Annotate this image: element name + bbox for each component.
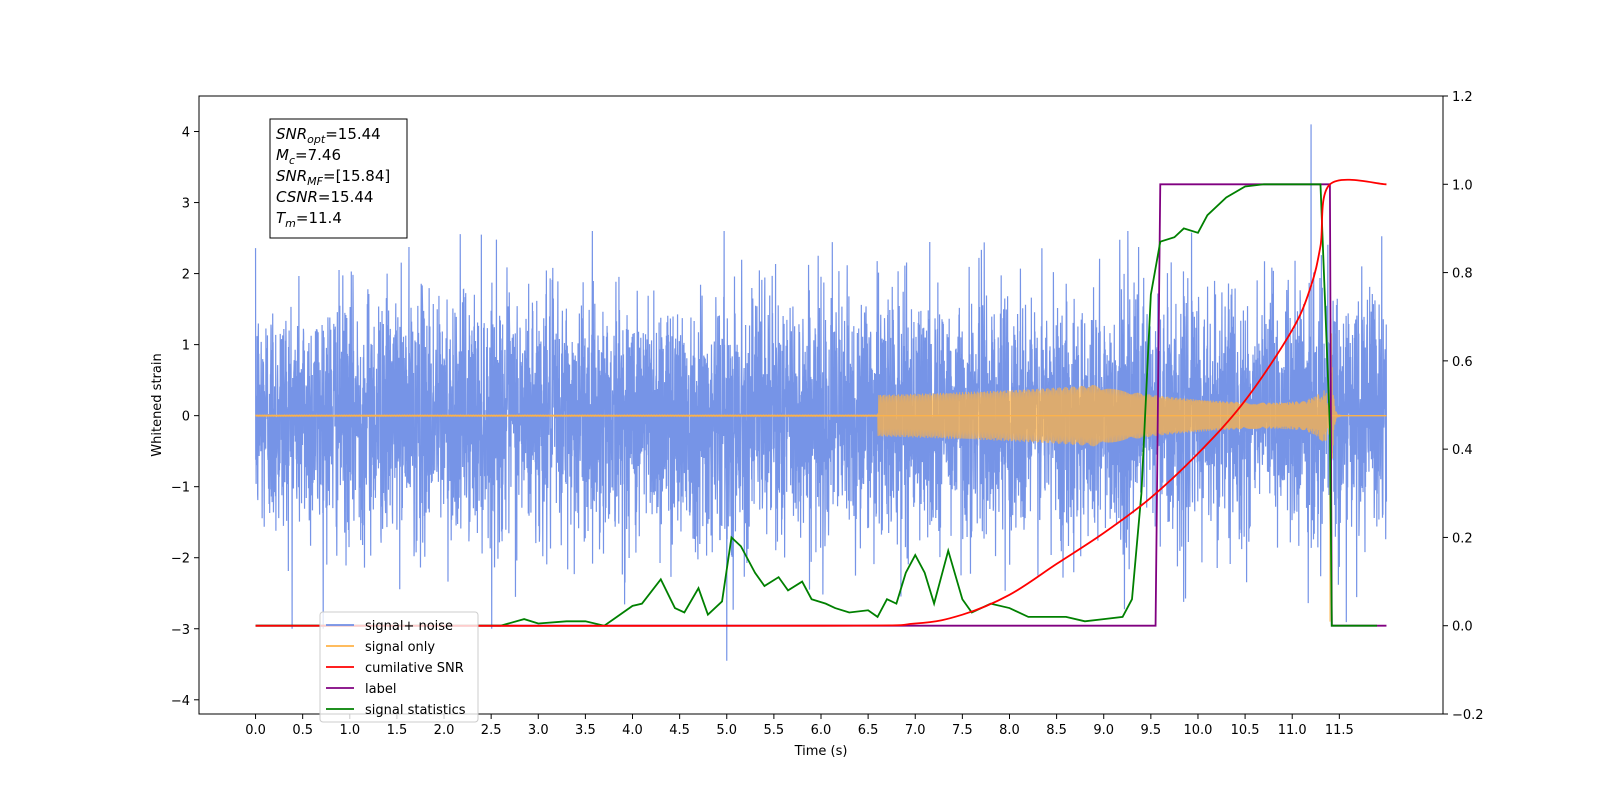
y2-tick-label: 0.2: [1452, 531, 1473, 546]
stats-box-frame: [269, 118, 408, 239]
legend-frame: [319, 611, 479, 723]
y2-tick-label: 1.0: [1452, 178, 1473, 193]
x-tick-label: 1.5: [387, 723, 408, 738]
right-axis-series: [255, 178, 1387, 627]
stats-annotation-box: SNRopt=15.44Mc=7.46SNRMF=[15.84]CSNR=15.…: [269, 118, 408, 239]
x-tick-label: 10.5: [1231, 723, 1260, 738]
legend-label: signal+ noise: [365, 619, 453, 634]
signal-statistics-line: [255, 183, 1378, 627]
x-tick-label: 9.0: [1093, 723, 1114, 738]
y2-tick-label: 0.0: [1452, 620, 1473, 635]
y-tick-label: 1: [182, 339, 190, 354]
x-tick-label: 9.5: [1141, 723, 1162, 738]
y-tick-label: −1: [171, 481, 190, 496]
y-tick-label: 0: [182, 410, 190, 425]
x-tick-label: 0.0: [245, 723, 266, 738]
axes: 0.0 0.5 1.0 1.5 2.0 2.5 3.0 3.5 4.0 4.5 5.0 5.5 6.0 6…: [171, 90, 1484, 738]
legend: signal+ noise signal only cumilative SNR la…: [319, 611, 479, 723]
y-tick-label: 4: [182, 126, 190, 141]
legend-label: label: [365, 682, 396, 697]
y-tick-label: 2: [182, 268, 190, 283]
x-tick-label: 6.5: [858, 723, 879, 738]
x-tick-label: 1.0: [339, 723, 360, 738]
x-tick-label: 7.0: [905, 723, 926, 738]
x-tick-label: 11.5: [1325, 723, 1354, 738]
y2-tick-label: 0.6: [1452, 355, 1473, 370]
y2-tick-label: −0.2: [1452, 708, 1484, 723]
stats-line: SNRMF=[15.84]: [276, 167, 390, 188]
x-tick-label: 3.5: [575, 723, 596, 738]
y2-tick-label: 0.4: [1452, 443, 1473, 458]
y2-tick-label: 1.2: [1452, 90, 1473, 105]
x-tick-label: 4.0: [622, 723, 643, 738]
x-tick-label: 5.0: [716, 723, 737, 738]
x-tick-label: 3.0: [528, 723, 549, 738]
x-tick-label: 0.5: [292, 723, 313, 738]
x-tick-label: 8.5: [1046, 723, 1067, 738]
x-axis-label: Time (s): [794, 744, 848, 759]
y-tick-label: −3: [171, 623, 190, 638]
x-tick-label: 7.5: [952, 723, 973, 738]
x-tick-label: 4.5: [669, 723, 690, 738]
stats-line: CSNR=15.44: [276, 188, 373, 206]
y-tick-label: 3: [182, 197, 190, 212]
legend-label: signal only: [365, 640, 435, 655]
stats-line: SNRopt=15.44: [276, 125, 381, 146]
stats-line: Mc=7.46: [276, 146, 341, 167]
stats-line: Tm=11.4: [276, 209, 342, 230]
legend-label: signal statistics: [365, 703, 466, 718]
y-axis-label: Whitened strain: [150, 353, 165, 456]
x-tick-label: 2.5: [481, 723, 502, 738]
y2-tick-label: 0.8: [1452, 267, 1473, 282]
cumulative-snr-line: [255, 178, 1387, 627]
signal-noise-series: [254, 124, 1388, 661]
x-tick-label: 5.5: [764, 723, 785, 738]
signal-only-series: [255, 318, 1387, 622]
x-tick-label: 6.0: [811, 723, 832, 738]
y-tick-label: −4: [171, 694, 190, 709]
y-tick-label: −2: [171, 552, 190, 567]
x-tick-label: 11.0: [1278, 723, 1307, 738]
signal-noise-line: [254, 124, 1388, 661]
x-tick-label: 2.0: [434, 723, 455, 738]
x-tick-label: 8.0: [999, 723, 1020, 738]
legend-label: cumilative SNR: [365, 661, 464, 676]
x-tick-label: 10.0: [1183, 723, 1212, 738]
